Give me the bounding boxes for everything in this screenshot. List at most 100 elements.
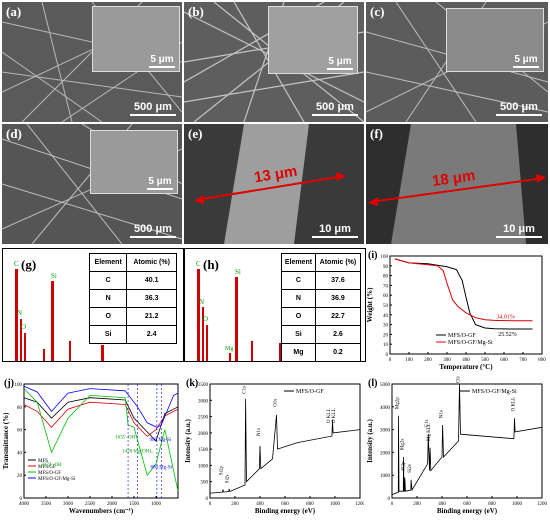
x-tick-label: 1500	[129, 502, 140, 507]
scale-bar: 500 μm	[130, 101, 176, 116]
inset-scale-bar: 5 μm	[513, 54, 539, 68]
x-tick-label: 1000	[330, 502, 341, 507]
x-tick-label: 2000	[107, 502, 118, 507]
y-axis-label: Weight (%)	[366, 287, 374, 322]
x-tick-label: 400	[256, 502, 264, 507]
sem-panel-d: (d) 5 μm 500 μm	[2, 124, 182, 244]
peak-label-Si: Si	[235, 268, 241, 276]
y-tick-label: 100	[381, 255, 389, 260]
x-tick-label: 800	[488, 502, 496, 507]
y-tick-label: 3000	[380, 429, 391, 434]
legend-label: MFS/O-GF/Mg-Si	[448, 340, 493, 346]
y-tick-label: 80	[383, 275, 389, 280]
x-tick-label: 600	[281, 502, 289, 507]
annotation: N1s	[257, 428, 262, 436]
sem-panel-c: (c) 5 μm 500 μm	[366, 2, 548, 122]
xps-panel-l: 0 200 400 600 800 1000 1200 0 1000 2000 3000 4000 50…	[366, 376, 548, 520]
panel-label: (i)	[368, 250, 377, 261]
sem-panel-a: (a) 5 μm 500 μm	[2, 2, 182, 122]
panel-label: (e)	[188, 126, 203, 141]
peak-label-N: N	[199, 298, 204, 306]
xps-chart: 0 200 400 600 800 1000 1200 0 500 1000 1500 2000 250…	[184, 378, 364, 515]
series-line-3	[23, 385, 179, 428]
y-tick-label: 90	[383, 265, 389, 270]
single-fiber-image	[184, 124, 364, 244]
x-tick-label: 700	[519, 358, 527, 363]
annotation: Si2p	[220, 466, 225, 476]
peak-label-O: O	[203, 315, 208, 323]
annotation: 880 Mg-Si	[151, 465, 173, 470]
x-tick-label: 200	[424, 358, 432, 363]
x-tick-label: 0	[389, 358, 392, 363]
x-tick-label: 600	[500, 358, 508, 363]
x-tick-label: 600	[463, 502, 471, 507]
inset-image: 5 μm	[268, 6, 358, 74]
y-tick-label: 1000	[198, 464, 209, 469]
inset-scale-bar: 5 μm	[149, 54, 175, 68]
scale-bar: 10 μm	[496, 223, 542, 238]
eds-spectrum: C N O Si Mg	[196, 260, 282, 361]
panel-label: (b)	[188, 4, 204, 19]
x-tick-label: 0	[391, 502, 394, 507]
x-tick-label: 0	[209, 502, 212, 507]
x-axis-label: Temperature (°C)	[439, 363, 493, 371]
tga-chart: 0 100 200 300 400 500 600 700 800 0 10 20 30 40 50 60 70…	[366, 250, 546, 371]
x-tick-label: 300	[443, 358, 451, 363]
y-tick-label: 80	[17, 406, 23, 411]
legend-label: MFS/O-GF/Mg-Si	[472, 389, 517, 395]
inset-image: 5 μm	[92, 6, 180, 72]
eds-panel-h: C N O Si Mg (h) Element Atomic (%) C 37.6 …	[184, 248, 366, 362]
y-tick-label: 4000	[380, 406, 391, 411]
annotation: C1s	[243, 386, 248, 394]
y-tick-label: 2000	[380, 451, 391, 456]
annotation: 1420 Mg(OH)₂	[122, 449, 153, 454]
y-axis-label: Transmittance (%)	[2, 412, 10, 469]
y-axis-label: Intensity (a.u.)	[366, 418, 374, 462]
plot-frame	[209, 383, 361, 499]
inset-image: 5 μm	[446, 8, 544, 72]
annotation: O KLL	[332, 408, 337, 423]
sem-panel-e: (e) 13 μm 10 μm	[184, 124, 364, 244]
x-tick-label: 3500	[41, 502, 52, 507]
xps-chart: 0 200 400 600 800 1000 1200 0 1000 2000 3000 4000 50…	[366, 376, 548, 515]
sem-panel-f: (f) 18 μm 10 μm	[366, 124, 548, 244]
y-tick-label: 60	[383, 294, 389, 299]
series-line-0	[394, 258, 533, 330]
x-axis-label: Wavenumbers (cm⁻¹)	[69, 507, 134, 515]
composition-table: Element Atomic (%) C 40.1 N 36.3 O 21.2 Si 2.…	[88, 253, 177, 344]
y-tick-label: 40	[17, 451, 23, 456]
xps-panel-k: 0 200 400 600 800 1000 1200 0 500 1000 1500 2000 250…	[184, 376, 364, 520]
x-tick-label: 3000	[63, 502, 74, 507]
x-tick-label: 2500	[85, 502, 96, 507]
y-tick-label: 1000	[380, 474, 391, 479]
series-line	[209, 398, 361, 494]
x-axis-label: Binding energy (eV)	[437, 507, 498, 515]
eds-panel-g: C N O Si (g) Element Atomic (%) C 40.1 N 36…	[2, 248, 184, 362]
ftir-panel-j: 4000 3500 3000 2500 2000 1500 1000 0 20 40 60 80 100…	[2, 376, 182, 520]
peak-label-Si: Si	[51, 272, 57, 280]
scale-bar: 500 μm	[496, 101, 542, 116]
series-line-1	[23, 401, 179, 437]
annotation: 3374 -OH	[41, 463, 62, 468]
eds-spectrum: C N O Si	[14, 260, 104, 361]
panel-label: (a)	[6, 4, 22, 19]
legend-label: MFS/GF	[38, 465, 56, 470]
x-tick-label: 800	[538, 358, 546, 363]
x-tick-label: 200	[231, 502, 239, 507]
x-tick-label: 400	[462, 358, 470, 363]
peak-label-N: N	[17, 309, 22, 317]
annotation: O1s	[457, 376, 462, 383]
sem-panel-b: (b) 5 μm 500 μm	[184, 2, 364, 122]
y-tick-label: 3000	[198, 399, 209, 404]
y-tick-label: 0	[386, 353, 389, 358]
y-tick-label: 40	[383, 314, 389, 319]
y-tick-label: 70	[383, 284, 389, 289]
panel-label: (l)	[368, 378, 377, 389]
y-tick-label: 0	[388, 497, 391, 502]
y-tick-label: 1500	[198, 448, 209, 453]
annotation: O KLL	[327, 408, 332, 423]
ftir-chart: 4000 3500 3000 2500 2000 1500 1000 0 20 40 60 80 100…	[2, 378, 179, 515]
x-tick-label: 1200	[355, 502, 364, 507]
panel-label: (d)	[6, 126, 22, 141]
annotation: Mg2p	[396, 397, 401, 409]
